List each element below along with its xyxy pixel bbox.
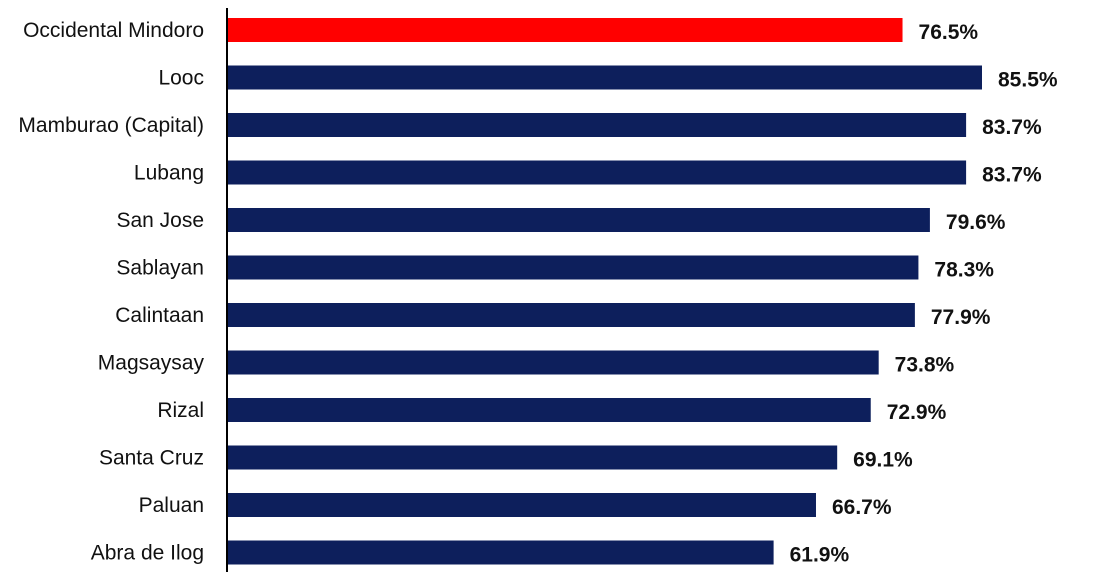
bars-layer [227,18,982,565]
bar-10 [227,445,838,470]
value-label: 83.7% [982,116,1042,139]
category-label: Occidental Mindoro [23,19,204,42]
bar-12 [227,540,774,565]
value-label: 79.6% [946,211,1006,234]
bar-1 [227,18,903,42]
bar-6 [227,255,919,280]
bar-4 [227,160,967,185]
bar-7 [227,303,915,327]
bar-8 [227,350,879,375]
value-label: 78.3% [934,259,994,282]
bar-2 [227,65,982,90]
category-label: Sablayan [116,257,204,280]
bar-3 [227,113,967,137]
category-label: Paluan [139,494,204,517]
category-label: San Jose [116,209,204,232]
category-label: Rizal [157,399,204,422]
labels-layer: Occidental Mindoro 76.5% Looc 85.5% Mamburao… [18,19,1057,567]
category-label: Abra de Ilog [91,542,204,565]
category-label: Looc [158,67,204,90]
value-label: 69.1% [853,449,913,472]
value-label: 77.9% [931,306,991,329]
category-label: Magsaysay [98,352,205,375]
value-label: 76.5% [919,21,979,44]
category-label: Calintaan [115,304,204,327]
value-label: 61.9% [790,544,850,567]
bar-9 [227,398,871,422]
value-label: 83.7% [982,164,1042,187]
value-label: 72.9% [887,401,947,424]
category-label: Mamburao (Capital) [18,114,204,137]
bar-11 [227,493,816,517]
value-label: 66.7% [832,496,892,519]
category-label: Santa Cruz [99,447,204,470]
bar-5 [227,208,930,232]
category-label: Lubang [134,162,204,185]
value-label: 73.8% [895,354,955,377]
value-label: 85.5% [998,69,1058,92]
